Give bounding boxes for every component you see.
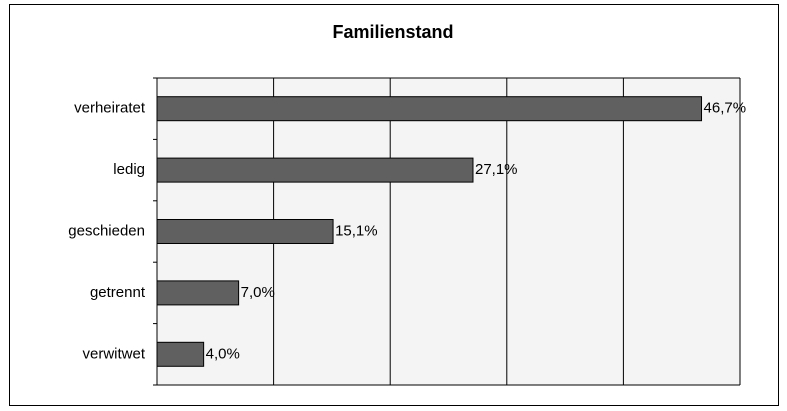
data-label: 46,7% [704,100,747,117]
data-label: 15,1% [335,222,378,239]
y-tick-label: ledig [113,161,145,178]
bar [156,341,205,367]
y-tick-label: getrennt [90,284,146,301]
bar [156,280,240,306]
data-label: 27,1% [475,161,518,178]
data-label: 4,0% [206,345,240,362]
bar [156,219,334,244]
data-label: 7,0% [241,284,275,301]
y-tick-label: verheiratet [74,100,146,117]
bar [156,96,703,122]
bar [156,157,474,183]
chart-title: Familienstand [332,22,453,42]
y-tick-label: verwitwet [82,345,145,362]
y-tick-label: geschieden [68,222,145,239]
